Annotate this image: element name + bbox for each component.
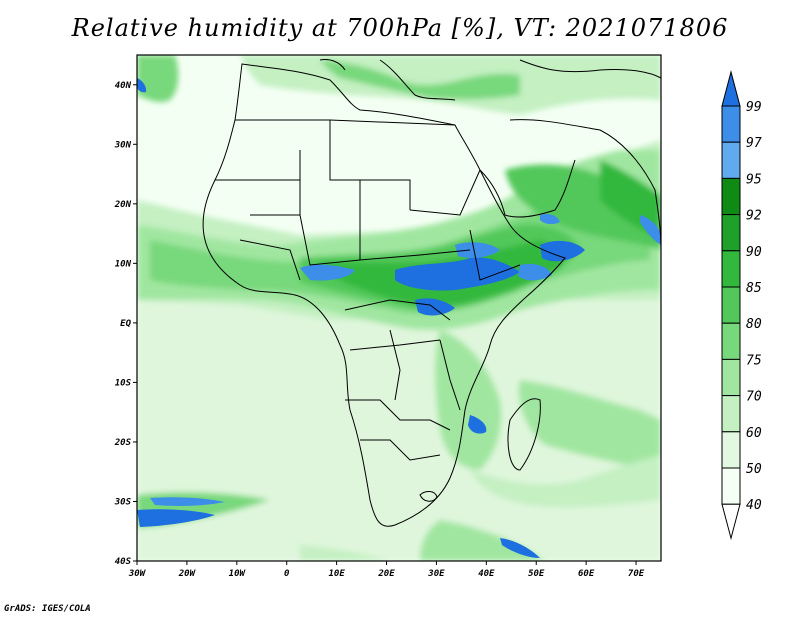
humidity-field [137,55,661,561]
colorbar: 99 97 95 92 90 85 80 75 70 60 50 40 [721,70,762,541]
map-frame [136,54,662,562]
colorbar-segment [721,467,741,505]
colorbar-segment [721,141,741,179]
colorbar-segment [721,286,741,324]
lat-label: 20S [114,438,132,448]
colorbar-label: 99 [746,100,762,115]
colorbar-segment [721,250,741,288]
lat-label: 20N [114,200,132,210]
colorbar-label: 80 [746,317,762,332]
colorbar-label: 70 [746,390,762,405]
lon-label: 40E [478,569,495,579]
credit-text: GrADS: IGES/COLA [4,604,91,614]
lat-label: 30S [114,497,132,507]
lon-label: 20W [178,569,197,579]
longitude-axis: 30W 20W 10W 0 10E 20E 30E 40E 50E 60E 70E [128,561,645,579]
colorbar-label: 40 [746,498,762,513]
colorbar-upper-arrow [721,70,741,107]
colorbar-segment [721,214,741,252]
coastlines [202,59,661,527]
colorbar-label: 60 [746,426,762,441]
colorbar-segment [721,322,741,360]
lat-label: EQ [120,319,131,329]
colorbar-label: 95 [746,172,762,187]
colorbar-segment [721,395,741,433]
lat-label: 10N [115,259,132,269]
colorbar-segment [721,105,741,143]
lon-label: 50E [528,569,545,579]
colorbar-label: 92 [746,209,762,224]
lon-label: 20E [377,569,395,579]
lat-label: 40N [115,81,132,91]
lat-label: 30N [114,140,132,150]
colorbar-lower-arrow [721,503,741,541]
saturated-areas [137,78,661,558]
colorbar-label: 50 [746,462,762,477]
lon-label: 70E [628,569,645,579]
colorbar-label: 85 [746,281,762,296]
latitude-axis: 40N 30N 20N 10N EQ 10S 20S 30S 40S [114,81,137,567]
colorbar-segment [721,177,741,216]
lon-label: 60E [578,569,595,579]
lon-label: 10W [229,569,247,579]
lon-label: 30W [128,569,147,579]
map-title: Relative humidity at 700hPa [%], VT: 202… [71,14,729,42]
colorbar-label: 75 [746,353,762,368]
lon-label: 30E [427,569,445,579]
lat-label: 10S [115,378,132,388]
lon-label: 0 [284,569,290,579]
colorbar-label: 90 [746,245,762,260]
lat-label: 40S [115,557,132,567]
colorbar-segment [721,358,741,397]
colorbar-segment [721,431,741,469]
lon-label: 10E [328,569,345,579]
colorbar-label: 97 [746,136,762,151]
